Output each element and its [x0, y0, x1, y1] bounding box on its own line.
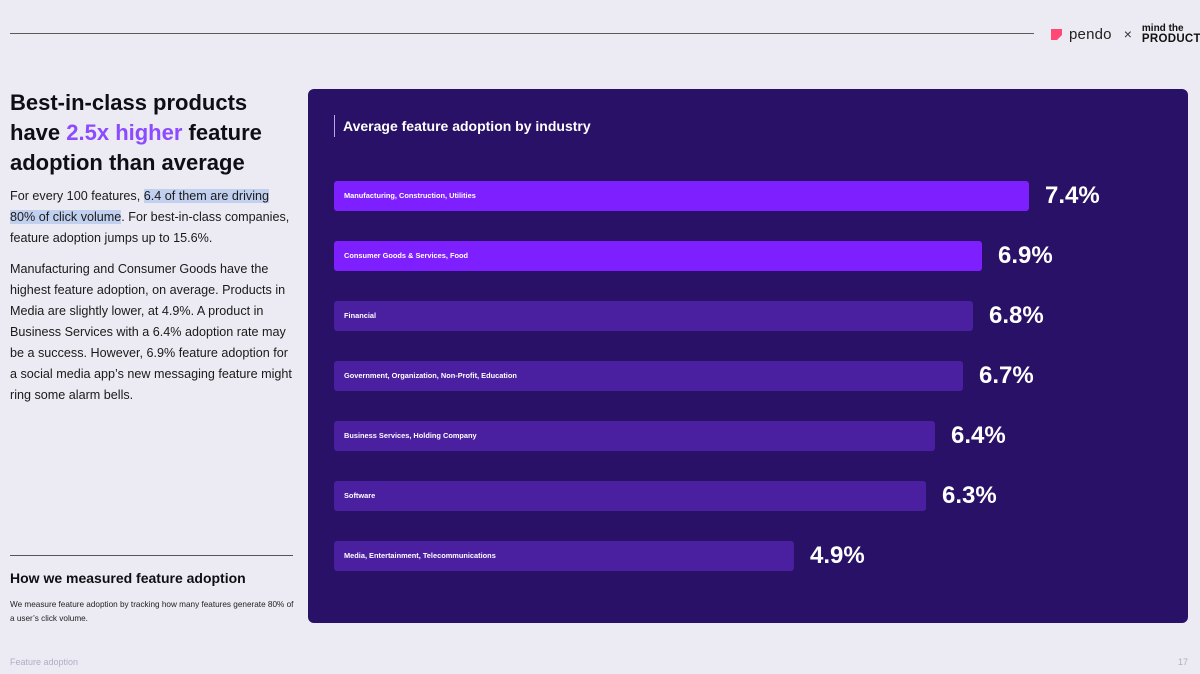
bar [334, 421, 935, 451]
bar [334, 181, 1029, 211]
chart-title-accent [334, 115, 335, 137]
bar [334, 241, 982, 271]
bar-value-label: 7.4% [1045, 182, 1100, 209]
bar-category-label: Media, Entertainment, Telecommunications [344, 551, 496, 560]
mtp-bottom: PRODUCT [1141, 33, 1200, 45]
bar [334, 301, 973, 331]
bar-category-label: Business Services, Holding Company [344, 431, 477, 440]
headline-part-a: Best-in-class products have [10, 90, 248, 145]
intro-paragraph: For every 100 features, 6.4 of them are … [10, 186, 295, 249]
footer-section-label: Feature adoption [10, 657, 79, 667]
bar-value-label: 6.7% [979, 362, 1034, 389]
bar-category-label: Consumer Goods & Services, Food [344, 251, 469, 260]
bar-value-label: 6.3% [942, 482, 997, 509]
chart-title: Average feature adoption by industry [343, 118, 591, 134]
intro-part-a: For every 100 features, [10, 189, 144, 203]
mtp-top: mind the [1141, 23, 1184, 34]
method-text: We measure feature adoption by tracking … [10, 600, 294, 623]
bar-value-label: 4.9% [810, 542, 865, 569]
bar [334, 481, 926, 511]
bar [334, 541, 794, 571]
bar-category-label: Government, Organization, Non-Profit, Ed… [344, 371, 517, 380]
page-number: 17 [1178, 657, 1189, 667]
industry-paragraph: Manufacturing and Consumer Goods have th… [10, 262, 292, 402]
pendo-wordmark: pendo [1069, 25, 1112, 43]
section-divider [10, 555, 293, 556]
bar-category-label: Software [344, 491, 376, 500]
bar-value-label: 6.9% [998, 242, 1053, 269]
top-rule [10, 33, 1034, 34]
bar-value-label: 6.4% [951, 422, 1006, 449]
bar-category-label: Manufacturing, Construction, Utilities [344, 191, 476, 200]
pendo-logo-icon [1051, 28, 1062, 40]
mind-the-product-logo: mind the PRODUCT [1141, 23, 1200, 45]
intro-part-b: . For best-in-class companies, feature a… [10, 210, 290, 245]
headline-part-b: feature adoption than average [10, 120, 262, 175]
headline-accent: 2.5x higher [66, 120, 183, 145]
bar-category-label: Financial [344, 311, 377, 320]
bar [334, 361, 963, 391]
bar-value-label: 6.8% [989, 302, 1044, 329]
brand-lockup: pendo × mind the PRODUCT [1050, 22, 1200, 46]
headline: Best-in-class products have 2.5x higher … [10, 88, 300, 178]
brand-separator: × [1123, 26, 1132, 42]
method-title: How we measured feature adoption [10, 570, 246, 586]
chart-panel: Average feature adoption by industry Man… [308, 89, 1188, 623]
